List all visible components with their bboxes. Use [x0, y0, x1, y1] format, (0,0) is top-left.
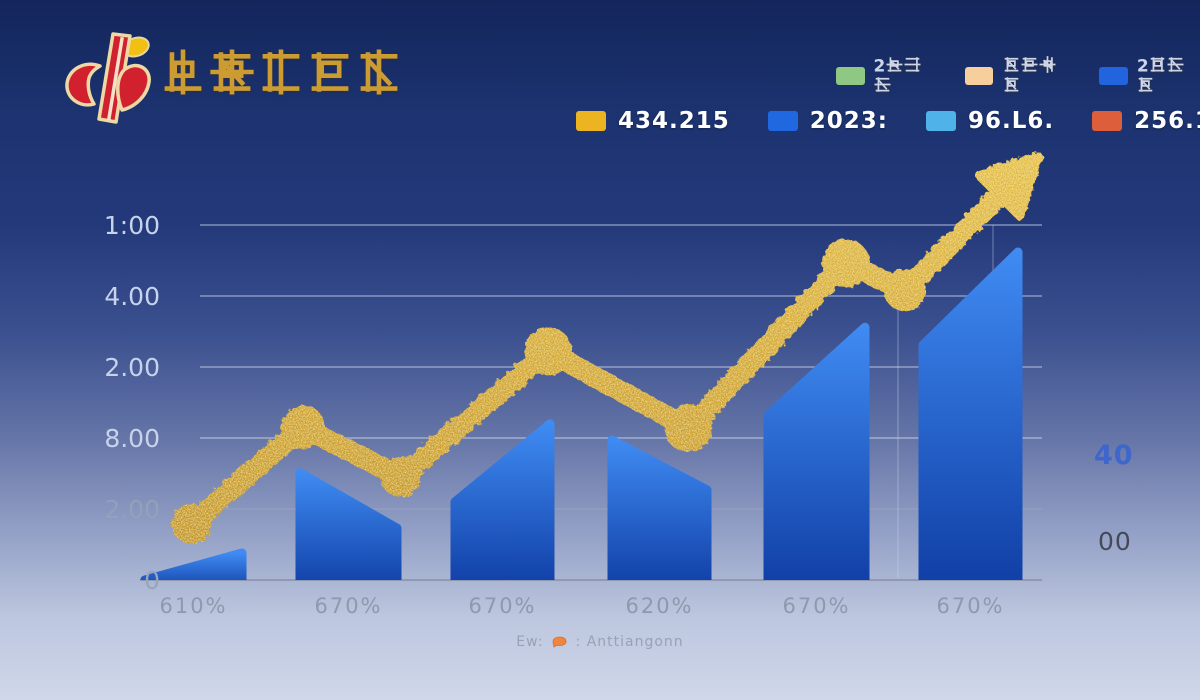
logo-red-crescent	[65, 62, 102, 107]
trend-point[interactable]	[280, 405, 325, 450]
trend-point[interactable]	[821, 239, 870, 288]
legend-value-gold[interactable]: 434.215	[576, 108, 730, 134]
trend-point[interactable]	[524, 327, 573, 376]
orange-hand-icon	[552, 636, 566, 648]
y-axis-label: 0	[144, 566, 160, 595]
x-axis-label: 670%	[782, 594, 850, 618]
legend-swatch-blue2	[767, 111, 798, 131]
legend-value-blue[interactable]: 2023:	[767, 108, 888, 134]
trend-point[interactable]	[664, 404, 713, 453]
trend-line[interactable]	[181, 184, 1011, 535]
page-title	[158, 46, 404, 98]
footer-text-right: : Anttiangonn	[575, 634, 684, 650]
legend-swatch-blue	[1099, 67, 1128, 86]
y-axis-label: 2.00	[104, 353, 160, 382]
x-axis-label: 670%	[936, 594, 1004, 618]
brand-logo	[65, 32, 151, 124]
trend-point[interactable]	[171, 503, 212, 544]
y-axis-label: 8.00	[104, 424, 160, 453]
bars-layer	[140, 247, 1023, 592]
trend-point[interactable]	[883, 269, 926, 312]
legend-swatch-gold	[576, 111, 606, 131]
legend-item-blue[interactable]: 2	[1099, 56, 1200, 97]
legend-swatch-green	[836, 67, 865, 86]
bar-shape[interactable]	[295, 468, 402, 592]
legend-value-label: 96.L6.	[967, 108, 1055, 134]
logo-red-heart	[116, 63, 151, 112]
legend-swatch-peach	[964, 67, 994, 86]
legend-value-red[interactable]: 256.15	[1092, 108, 1200, 134]
logo-ribbon-stripe	[107, 37, 124, 120]
footer-caption: Ew: : Anttiangonn	[0, 634, 1200, 650]
legend-value-label: 2023:	[809, 108, 888, 134]
y-axis-label: 2.00	[104, 495, 160, 524]
x-axis-label: 670%	[468, 594, 536, 618]
legend-value-label: 256.15	[1134, 108, 1200, 134]
y-axis-label: 1:00	[104, 211, 160, 240]
legend-item-green[interactable]: 2	[836, 56, 937, 97]
x-axis-label: 620%	[625, 594, 693, 618]
bar-shape[interactable]	[918, 247, 1023, 592]
legend-label: 2	[1137, 56, 1200, 97]
legend-value-lightblue[interactable]: 96.L6.	[925, 108, 1055, 134]
legend-label	[1002, 56, 1071, 97]
y-axis-label: 4.00	[104, 282, 160, 311]
trend-arrowhead	[974, 151, 1043, 220]
bar-shape[interactable]	[450, 419, 555, 592]
legend-top-row: 2 2	[836, 56, 1200, 97]
footer-text-left: Ew:	[516, 634, 544, 650]
side-label-00: 00	[1098, 527, 1132, 556]
side-label-40: 40	[1094, 440, 1134, 471]
legend-swatch-lightblue	[925, 111, 956, 131]
x-axis-label: 610%	[159, 594, 227, 618]
x-axis-label: 670%	[314, 594, 382, 618]
legend-swatch-red	[1092, 111, 1123, 131]
legend-values-row: 434.215 2023: 96.L6. 256.15	[576, 108, 1200, 134]
bar-shape[interactable]	[607, 435, 712, 592]
bar-shape[interactable]	[140, 548, 247, 592]
legend-value-label: 434.215	[618, 108, 730, 134]
trend-line-layer	[171, 151, 1043, 544]
legend-item-peach[interactable]	[964, 56, 1072, 97]
bar-shape[interactable]	[763, 322, 870, 592]
trend-point[interactable]	[380, 457, 421, 498]
legend-label: 2	[874, 56, 937, 97]
